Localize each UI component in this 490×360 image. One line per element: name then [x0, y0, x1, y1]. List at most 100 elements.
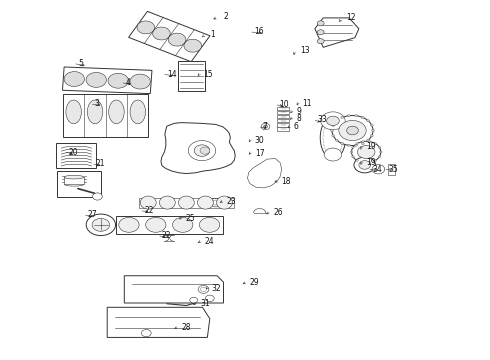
- Bar: [64, 177, 84, 184]
- Bar: [62, 67, 152, 94]
- Circle shape: [341, 143, 343, 145]
- Text: 7: 7: [263, 122, 268, 131]
- Circle shape: [362, 162, 364, 163]
- Ellipse shape: [64, 175, 84, 179]
- Circle shape: [362, 141, 364, 143]
- Circle shape: [335, 120, 338, 122]
- Circle shape: [378, 147, 381, 148]
- Text: 19: 19: [366, 158, 376, 167]
- Circle shape: [367, 120, 369, 122]
- Bar: [277, 107, 290, 110]
- Text: 5: 5: [78, 59, 83, 68]
- Text: 28: 28: [181, 323, 191, 332]
- Circle shape: [331, 130, 333, 132]
- Text: 21: 21: [96, 159, 105, 168]
- Circle shape: [205, 295, 214, 302]
- Ellipse shape: [87, 100, 103, 124]
- Bar: [277, 115, 290, 118]
- Text: 4: 4: [125, 78, 130, 87]
- Circle shape: [339, 121, 366, 140]
- Bar: [277, 119, 290, 122]
- Circle shape: [359, 161, 370, 169]
- Circle shape: [318, 30, 324, 35]
- Circle shape: [332, 116, 373, 145]
- Circle shape: [172, 217, 193, 232]
- Polygon shape: [124, 276, 223, 303]
- Bar: [56, 143, 97, 168]
- Circle shape: [86, 72, 106, 87]
- Text: 20: 20: [68, 148, 78, 157]
- Circle shape: [264, 125, 268, 128]
- Circle shape: [108, 73, 128, 88]
- Circle shape: [335, 139, 338, 141]
- Text: 13: 13: [300, 46, 309, 55]
- Circle shape: [370, 124, 373, 126]
- Text: 3: 3: [95, 99, 99, 108]
- Circle shape: [93, 193, 102, 200]
- Text: 10: 10: [279, 100, 289, 109]
- Circle shape: [92, 219, 110, 231]
- Circle shape: [332, 124, 335, 126]
- Circle shape: [190, 297, 197, 303]
- Circle shape: [341, 116, 343, 118]
- Bar: [388, 164, 395, 175]
- Circle shape: [152, 27, 170, 40]
- Bar: [277, 123, 290, 127]
- Circle shape: [188, 140, 216, 161]
- Circle shape: [142, 329, 151, 337]
- Bar: [277, 111, 290, 114]
- Circle shape: [347, 114, 350, 117]
- Circle shape: [351, 141, 381, 163]
- Text: 11: 11: [303, 99, 312, 108]
- Circle shape: [146, 217, 166, 232]
- Ellipse shape: [159, 196, 175, 209]
- Circle shape: [350, 151, 353, 153]
- Circle shape: [352, 156, 354, 158]
- Circle shape: [318, 39, 324, 44]
- Text: 34: 34: [372, 165, 382, 174]
- Circle shape: [357, 145, 375, 158]
- Bar: [178, 61, 205, 91]
- Text: 19: 19: [366, 142, 376, 151]
- Circle shape: [368, 141, 370, 143]
- Ellipse shape: [66, 100, 81, 124]
- Text: 23: 23: [227, 197, 237, 206]
- Text: 32: 32: [212, 284, 221, 293]
- Circle shape: [374, 159, 376, 161]
- Circle shape: [368, 162, 370, 163]
- Circle shape: [354, 157, 375, 173]
- Circle shape: [370, 135, 373, 137]
- Circle shape: [327, 116, 339, 126]
- Circle shape: [378, 156, 381, 158]
- Circle shape: [356, 143, 358, 144]
- Polygon shape: [315, 18, 359, 47]
- Circle shape: [347, 144, 350, 147]
- Circle shape: [361, 143, 364, 145]
- Circle shape: [86, 214, 116, 235]
- Circle shape: [346, 126, 358, 135]
- Circle shape: [355, 114, 358, 117]
- Circle shape: [200, 147, 210, 154]
- Circle shape: [184, 39, 201, 52]
- Text: 18: 18: [282, 176, 291, 185]
- Text: 9: 9: [296, 107, 301, 116]
- Circle shape: [194, 145, 210, 156]
- Bar: [139, 198, 234, 208]
- Circle shape: [367, 139, 369, 141]
- Bar: [277, 127, 290, 131]
- Text: 14: 14: [167, 70, 176, 79]
- Text: 22: 22: [145, 206, 154, 215]
- Text: 6: 6: [294, 122, 299, 131]
- Circle shape: [356, 159, 358, 161]
- Text: 31: 31: [200, 299, 210, 308]
- Text: 15: 15: [203, 71, 213, 80]
- Circle shape: [130, 74, 150, 89]
- Circle shape: [64, 72, 84, 86]
- Circle shape: [352, 147, 354, 148]
- Circle shape: [137, 21, 155, 34]
- Bar: [116, 216, 223, 234]
- Bar: [57, 171, 101, 197]
- Text: 2: 2: [223, 12, 228, 21]
- Text: 33: 33: [318, 115, 327, 124]
- Circle shape: [361, 116, 364, 118]
